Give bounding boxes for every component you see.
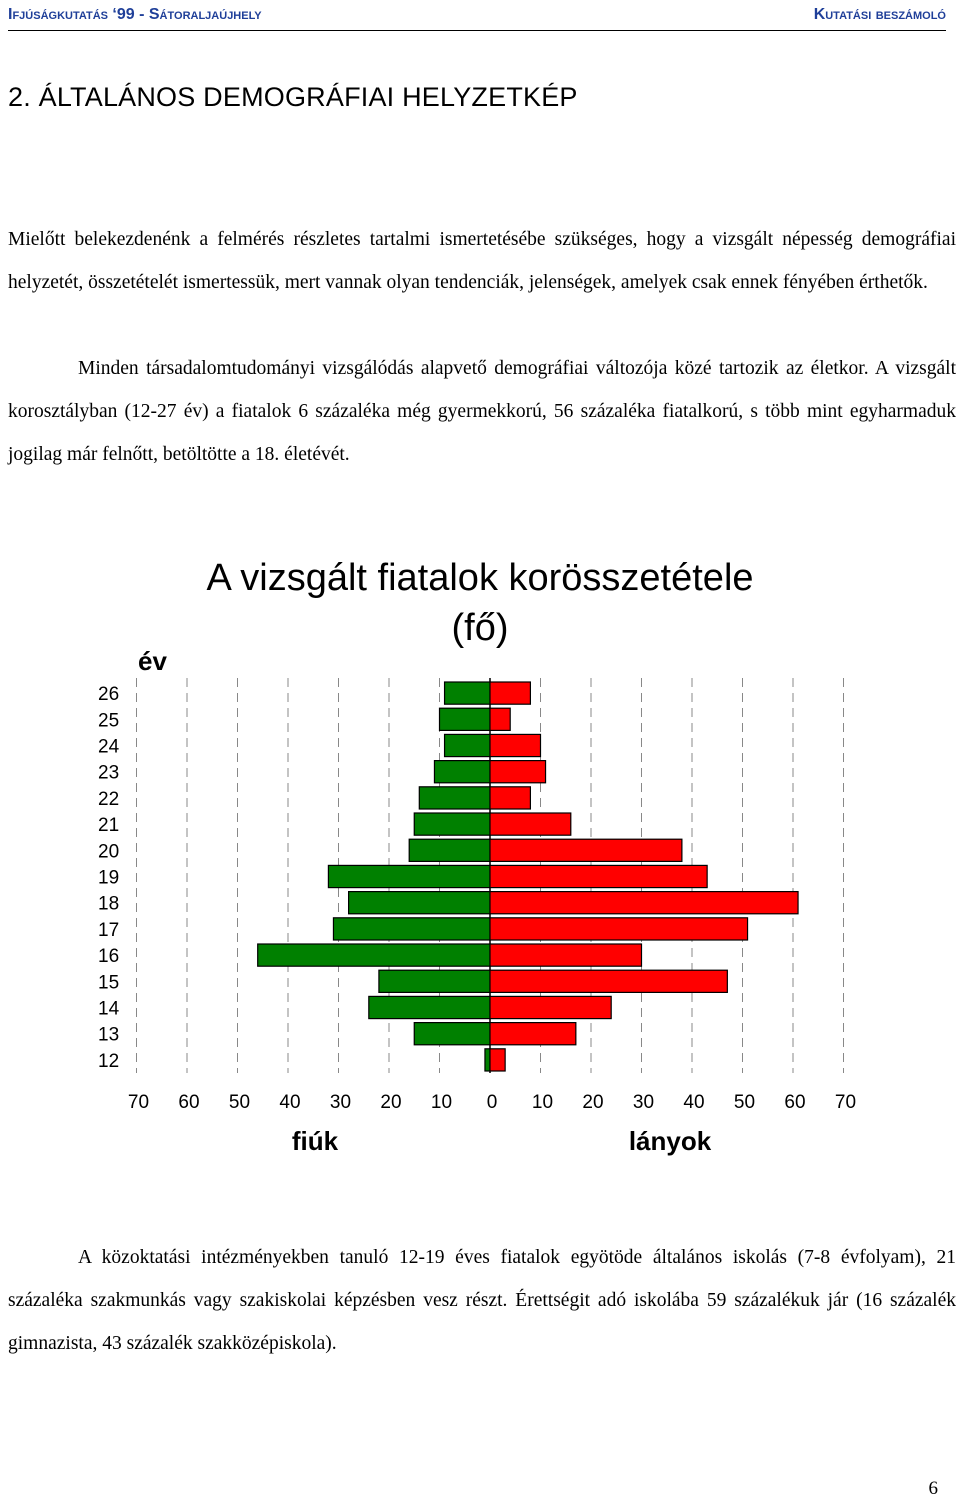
bar-lanyok-14 xyxy=(489,995,612,1020)
bar-lanyok-21 xyxy=(489,812,572,836)
x-tick-label: 70 xyxy=(835,1092,856,1113)
y-tick-label: 18 xyxy=(98,894,119,915)
paragraph-1: Mielőtt belekezdenénk a felmérés részlet… xyxy=(8,218,956,304)
bar-fiuk-18 xyxy=(348,891,491,915)
bar-lanyok-18 xyxy=(489,891,799,915)
bar-lanyok-20 xyxy=(489,838,683,863)
bar-fiuk-19 xyxy=(327,864,491,889)
bar-lanyok-16 xyxy=(489,943,643,967)
x-tick-label: 20 xyxy=(582,1092,603,1113)
chart-subtitle: (fő) xyxy=(452,607,509,649)
x-tick-labels: 70 60 50 40 30 20 10 0 10 20 30 40 50 60 70 xyxy=(128,1092,856,1113)
x-tick-label: 50 xyxy=(229,1092,250,1113)
bar-lanyok-26 xyxy=(489,681,532,705)
y-tick-label: 12 xyxy=(98,1051,119,1072)
bar-lanyok-13 xyxy=(489,1022,577,1046)
bar-fiuk-24 xyxy=(443,733,491,758)
bar-fiuk-14 xyxy=(368,995,491,1020)
bar-lanyok-12 xyxy=(489,1048,506,1072)
paragraph-3-text: A közoktatási intézményekben tanuló 12-1… xyxy=(8,1247,956,1354)
x-tick-label: 50 xyxy=(734,1092,755,1113)
bar-lanyok-22 xyxy=(489,786,532,810)
bar-lanyok-17 xyxy=(489,917,749,941)
paragraph-2-text: Minden társadalomtudományi vizsgálódás a… xyxy=(8,358,956,465)
x-tick-label: 10 xyxy=(431,1092,452,1113)
x-tick-label: 30 xyxy=(633,1092,654,1113)
y-tick-label: 26 xyxy=(98,684,119,705)
x-tick-label: 60 xyxy=(178,1092,199,1113)
paragraph-1-text: Mielőtt belekezdenénk a felmérés részlet… xyxy=(8,229,956,293)
bar-lanyok-23 xyxy=(489,760,547,784)
bar-fiuk-26 xyxy=(443,681,491,705)
x-tick-label: 40 xyxy=(683,1092,704,1113)
series-labels: fiúk lányok xyxy=(292,1126,712,1156)
bar-fiuk-17 xyxy=(332,917,491,941)
paragraph-3: A közoktatási intézményekben tanuló 12-1… xyxy=(8,1236,956,1365)
bar-fiuk-12 xyxy=(484,1048,491,1072)
y-tick-label: 22 xyxy=(98,789,119,810)
running-header: Ifjúságkutatás ‘99 - Sátoraljaújhely Kut… xyxy=(8,0,946,31)
x-tick-label: 0 xyxy=(487,1092,498,1113)
y-axis-label: év xyxy=(138,646,167,676)
y-tick-label: 24 xyxy=(98,737,120,758)
age-pyramid-chart: A vizsgált fiatalok korösszetétele (fő) … xyxy=(98,557,856,1156)
bar-fiuk-25 xyxy=(438,707,491,731)
y-tick-label: 14 xyxy=(98,999,120,1020)
page-number: 6 xyxy=(928,1478,939,1499)
y-tick-label: 15 xyxy=(98,972,119,993)
bar-fiuk-21 xyxy=(413,812,491,836)
series-label-1: lányok xyxy=(629,1126,712,1156)
header-left: Ifjúságkutatás ‘99 - Sátoraljaújhely xyxy=(8,6,262,23)
chart-title: A vizsgált fiatalok korösszetétele xyxy=(206,557,753,599)
x-tick-label: 60 xyxy=(784,1092,805,1113)
series-label-0: fiúk xyxy=(292,1126,339,1156)
x-tick-label: 20 xyxy=(380,1092,401,1113)
bar-lanyok-15 xyxy=(489,969,728,994)
x-tick-label: 40 xyxy=(279,1092,300,1113)
bar-lanyok-24 xyxy=(489,733,542,758)
y-tick-label: 17 xyxy=(98,920,119,941)
y-tick-label: 13 xyxy=(98,1025,119,1046)
bars xyxy=(257,681,799,1072)
bar-fiuk-15 xyxy=(378,969,491,994)
section-heading: 2. ÁLTALÁNOS DEMOGRÁFIAI HELYZETKÉP xyxy=(8,82,578,112)
x-tick-label: 10 xyxy=(532,1092,553,1113)
bar-fiuk-16 xyxy=(257,943,491,967)
y-tick-label: 16 xyxy=(98,946,119,967)
bar-fiuk-23 xyxy=(433,760,491,784)
x-tick-label: 30 xyxy=(330,1092,351,1113)
bar-fiuk-13 xyxy=(413,1022,491,1046)
y-tick-label: 21 xyxy=(98,815,119,836)
y-tick-label: 23 xyxy=(98,763,119,784)
y-tick-labels: 26 25 24 23 22 21 20 19 18 17 16 15 14 13 12 xyxy=(98,684,120,1072)
bar-lanyok-19 xyxy=(489,864,708,889)
x-tick-label: 70 xyxy=(128,1092,149,1113)
bar-fiuk-22 xyxy=(418,786,491,810)
bar-fiuk-20 xyxy=(408,838,491,863)
y-tick-label: 25 xyxy=(98,710,119,731)
header-right: Kutatási beszámoló xyxy=(813,6,946,23)
bar-lanyok-25 xyxy=(489,707,511,731)
paragraph-2: Minden társadalomtudományi vizsgálódás a… xyxy=(8,347,956,476)
y-tick-label: 19 xyxy=(98,868,119,889)
y-tick-label: 20 xyxy=(98,841,119,862)
